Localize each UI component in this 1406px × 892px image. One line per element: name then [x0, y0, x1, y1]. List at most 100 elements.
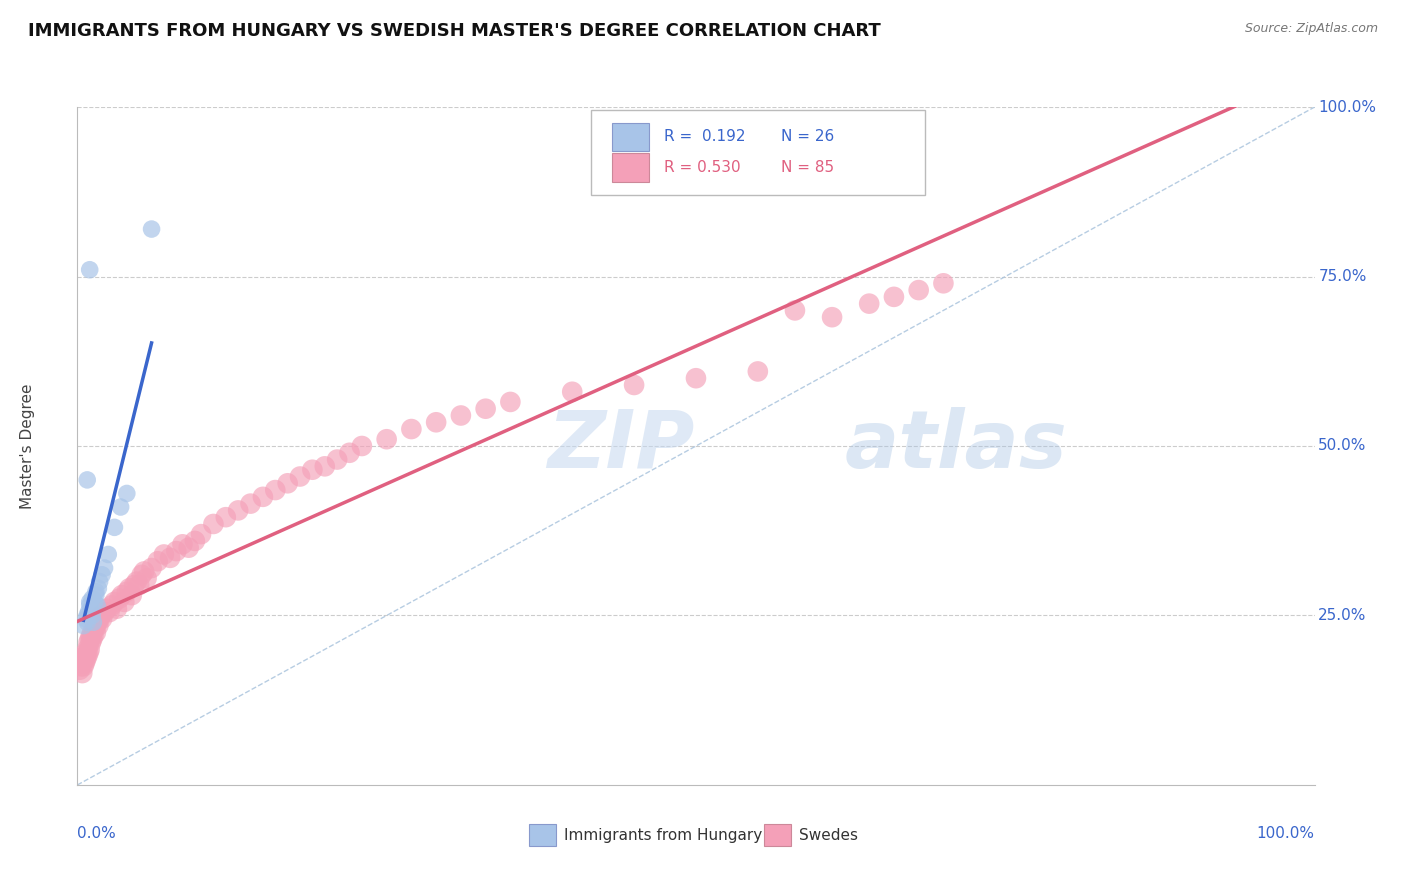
Point: [141, 561, 163, 575]
Point: [69, 663, 91, 677]
Text: 50.0%: 50.0%: [1319, 439, 1367, 453]
Point: [89, 574, 111, 589]
Point: [79, 595, 101, 609]
Bar: [763, 824, 792, 846]
Point: [108, 591, 131, 606]
Point: [73, 656, 96, 670]
Point: [190, 527, 212, 541]
Point: [93, 605, 115, 619]
Point: [86, 615, 108, 630]
Point: [76, 642, 98, 657]
Point: [80, 601, 103, 615]
Text: Source: ZipAtlas.com: Source: ZipAtlas.com: [1244, 22, 1378, 36]
Point: [202, 516, 225, 531]
Point: [184, 533, 207, 548]
Point: [375, 432, 398, 446]
Point: [82, 632, 104, 647]
Point: [79, 262, 101, 277]
Point: [86, 599, 108, 613]
Text: 100.0%: 100.0%: [1319, 100, 1376, 114]
Point: [685, 371, 707, 385]
Text: 25.0%: 25.0%: [1319, 608, 1367, 623]
Text: Swedes: Swedes: [799, 828, 858, 843]
Text: N = 26: N = 26: [782, 129, 835, 145]
Point: [73, 649, 96, 664]
Point: [131, 567, 153, 582]
Point: [82, 615, 104, 630]
Point: [339, 446, 361, 460]
Text: 75.0%: 75.0%: [1319, 269, 1367, 284]
FancyBboxPatch shape: [591, 111, 925, 195]
Point: [82, 591, 104, 606]
Point: [72, 652, 94, 666]
Point: [159, 550, 181, 565]
Point: [932, 277, 955, 291]
Point: [128, 578, 150, 592]
Text: atlas: atlas: [845, 407, 1067, 485]
Point: [80, 629, 103, 643]
Point: [76, 473, 98, 487]
Point: [89, 612, 111, 626]
Text: Immigrants from Hungary: Immigrants from Hungary: [564, 828, 762, 843]
Point: [301, 463, 323, 477]
Point: [96, 601, 118, 615]
Point: [103, 520, 125, 534]
Point: [277, 476, 299, 491]
Point: [84, 584, 107, 599]
Point: [134, 565, 156, 579]
Point: [450, 409, 472, 423]
Text: R =  0.192: R = 0.192: [664, 129, 745, 145]
Point: [153, 548, 176, 562]
Point: [76, 608, 98, 623]
Point: [858, 296, 880, 310]
Point: [84, 618, 107, 632]
Point: [75, 646, 97, 660]
Point: [401, 422, 423, 436]
Point: [77, 635, 100, 649]
Point: [215, 510, 238, 524]
Point: [226, 503, 249, 517]
Point: [87, 618, 110, 632]
Point: [425, 415, 447, 429]
Point: [141, 222, 163, 236]
Point: [177, 541, 200, 555]
Point: [75, 652, 97, 666]
Point: [91, 612, 114, 626]
Point: [93, 561, 115, 575]
Text: IMMIGRANTS FROM HUNGARY VS SWEDISH MASTER'S DEGREE CORRELATION CHART: IMMIGRANTS FROM HUNGARY VS SWEDISH MASTE…: [28, 22, 882, 40]
Point: [121, 588, 143, 602]
Point: [135, 571, 157, 585]
Point: [91, 567, 114, 582]
Point: [623, 378, 645, 392]
Point: [172, 537, 194, 551]
Point: [79, 632, 101, 647]
Point: [76, 615, 98, 630]
Point: [314, 459, 336, 474]
Bar: [612, 122, 650, 151]
Point: [115, 486, 138, 500]
Point: [84, 588, 107, 602]
Text: ZIP: ZIP: [547, 407, 695, 485]
Point: [326, 452, 349, 467]
Text: Master's Degree: Master's Degree: [20, 384, 35, 508]
Point: [111, 588, 134, 602]
Point: [561, 384, 583, 399]
Point: [110, 500, 132, 514]
Text: R = 0.530: R = 0.530: [664, 160, 741, 175]
Point: [72, 659, 94, 673]
Point: [84, 625, 107, 640]
Point: [122, 578, 145, 592]
Point: [79, 599, 101, 613]
Point: [97, 548, 120, 562]
Point: [499, 395, 522, 409]
Point: [72, 666, 94, 681]
Point: [112, 595, 135, 609]
Point: [82, 629, 104, 643]
Point: [118, 582, 141, 596]
Point: [70, 659, 93, 673]
Point: [83, 622, 105, 636]
Text: 0.0%: 0.0%: [77, 826, 117, 840]
Point: [72, 656, 94, 670]
Point: [72, 618, 94, 632]
Point: [77, 605, 100, 619]
